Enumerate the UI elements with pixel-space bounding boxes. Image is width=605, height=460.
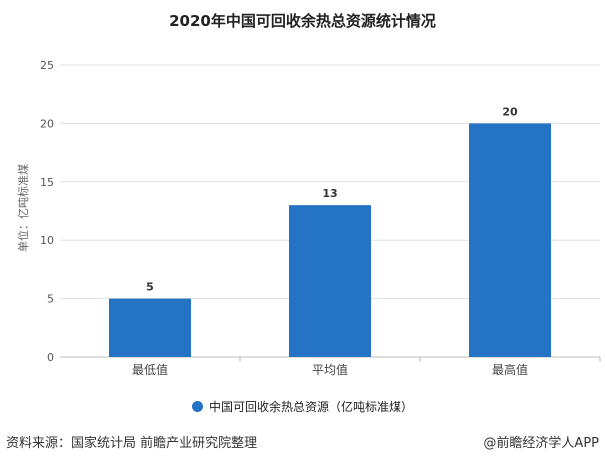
data-label: 5 [146, 281, 154, 294]
x-tick-label: 最低值 [132, 362, 168, 377]
y-tick-label: 15 [40, 176, 54, 189]
data-label: 13 [322, 187, 337, 200]
y-tick-label: 25 [40, 59, 54, 72]
bar [109, 298, 191, 357]
y-tick-label: 20 [40, 117, 54, 130]
data-label: 20 [502, 105, 518, 118]
bar [469, 123, 551, 358]
legend-swatch [191, 401, 203, 412]
y-tick-label: 10 [40, 234, 54, 247]
y-tick-label: 0 [47, 351, 54, 364]
legend-label: 中国可回收余热总资源（亿吨标准煤） [208, 400, 413, 414]
x-tick-label: 平均值 [312, 362, 348, 377]
chart-title: 2020年中国可回收余热总资源统计情况 [169, 12, 436, 30]
y-tick-label: 5 [47, 293, 54, 306]
x-tick-label: 最高值 [492, 362, 528, 377]
legend[interactable]: 中国可回收余热总资源（亿吨标准煤） [0, 398, 605, 415]
bar [289, 205, 371, 357]
source-note: 资料来源：国家统计局 前瞻产业研究院整理 [6, 436, 258, 451]
credit: @前瞻经济学人APP [483, 436, 599, 451]
